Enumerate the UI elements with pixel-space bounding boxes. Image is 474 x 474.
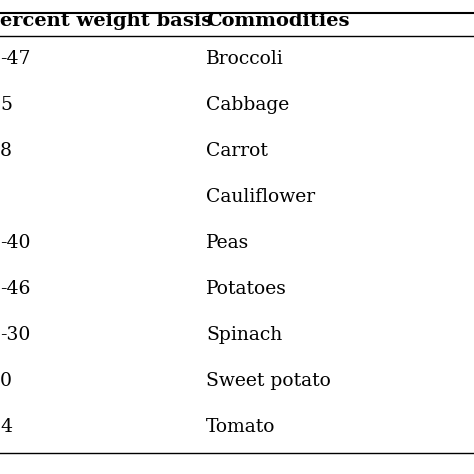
Text: Potatoes: Potatoes — [206, 280, 287, 298]
Text: Tomato: Tomato — [206, 418, 276, 436]
Text: 4: 4 — [0, 418, 12, 436]
Text: ercent weight basis: ercent weight basis — [0, 12, 212, 30]
Text: 0: 0 — [0, 372, 12, 390]
Text: Broccoli: Broccoli — [206, 50, 284, 68]
Text: 8: 8 — [0, 142, 12, 160]
Text: -46: -46 — [0, 280, 30, 298]
Text: Carrot: Carrot — [206, 142, 268, 160]
Text: Commodities: Commodities — [206, 12, 350, 30]
Text: -40: -40 — [0, 234, 30, 252]
Text: Sweet potato: Sweet potato — [206, 372, 331, 390]
Text: -30: -30 — [0, 326, 30, 344]
Text: Peas: Peas — [206, 234, 249, 252]
Text: -47: -47 — [0, 50, 30, 68]
Text: Cauliflower: Cauliflower — [206, 188, 315, 206]
Text: Cabbage: Cabbage — [206, 96, 290, 114]
Text: 5: 5 — [0, 96, 12, 114]
Text: Spinach: Spinach — [206, 326, 283, 344]
